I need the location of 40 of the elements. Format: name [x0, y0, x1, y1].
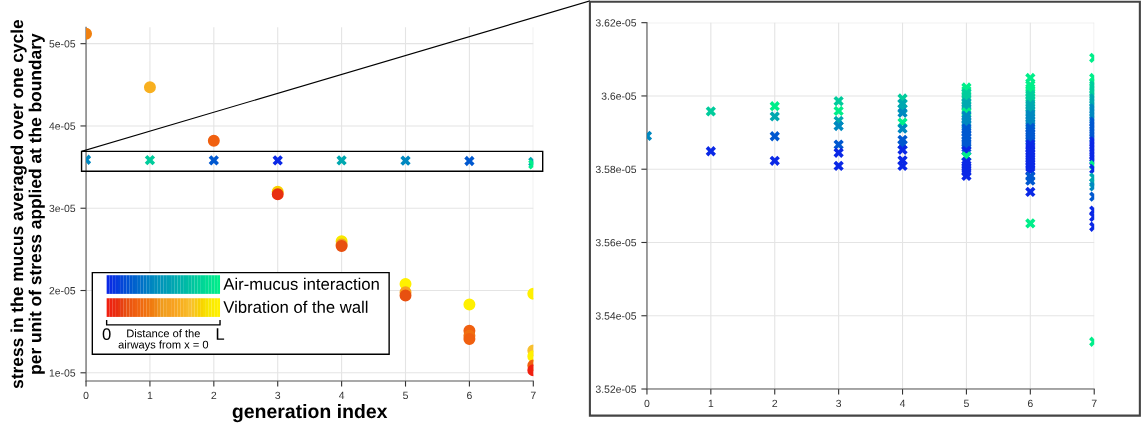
y-tick-label: 4e-05 — [49, 122, 76, 130]
x-tick-label: 7 — [1091, 399, 1097, 407]
x-tick-label: 3 — [836, 399, 842, 408]
x-tick-label: 0 — [83, 391, 89, 400]
annotation: L — [216, 328, 225, 340]
x-tick-label: 4 — [338, 391, 345, 399]
point — [400, 155, 411, 166]
y-tick-label: 3.6e-05 — [601, 92, 637, 100]
annotation: Distance of the airways from x = 0 — [118, 329, 209, 351]
x-tick-label: 0 — [644, 399, 650, 408]
y-tick-label: 5e-05 — [49, 40, 76, 48]
y-tick-label: 3e-05 — [49, 204, 76, 213]
x-tick-label: 3 — [275, 391, 281, 400]
x-tick-label: 6 — [1027, 399, 1033, 408]
y-axis-title: stress in the mucus averaged over one cycle per unit of stress applied at the boundary — [10, 19, 45, 389]
y-tick-label: 2e-05 — [49, 287, 76, 295]
x-tick-label: 6 — [467, 391, 472, 400]
point — [464, 155, 475, 167]
legend-label: Vibration of the wall — [223, 300, 368, 313]
x-tick-label: 1 — [708, 399, 714, 407]
y-tick-label: 1e-05 — [49, 369, 76, 377]
point — [144, 154, 156, 166]
x-tick-label: 5 — [963, 399, 969, 408]
y-tick-label: 3.56e-05 — [595, 238, 637, 247]
x-tick-label: 2 — [772, 399, 778, 407]
y-tick-label: 3.62e-05 — [595, 19, 637, 27]
point — [272, 155, 283, 166]
x-tick-label: 1 — [147, 391, 153, 399]
y-tick-label: 3.54e-05 — [595, 312, 637, 320]
y-tick-label: 3.58e-05 — [595, 165, 637, 174]
y-tick-label: 3.52e-05 — [595, 385, 637, 393]
annotation: 0 — [102, 328, 111, 340]
legend-label: Air-mucus interaction — [223, 277, 379, 290]
x-tick-label: 2 — [211, 391, 217, 399]
point — [336, 155, 347, 166]
x-tick-label: 5 — [403, 391, 408, 400]
x-tick-label: 7 — [530, 391, 536, 399]
point — [208, 155, 219, 166]
x-tick-label: 4 — [899, 399, 906, 407]
x-axis-title: generation index — [232, 403, 388, 423]
